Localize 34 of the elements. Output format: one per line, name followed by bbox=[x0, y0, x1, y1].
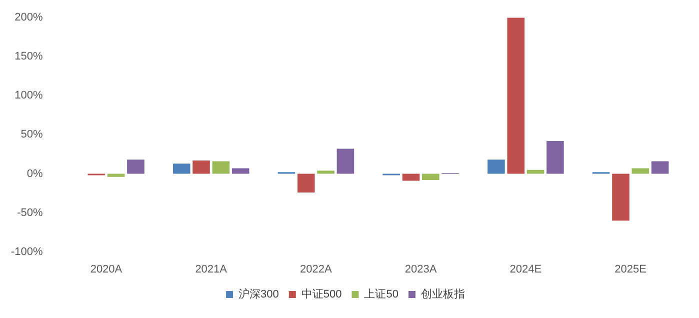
y-tick-label: 100% bbox=[14, 90, 44, 102]
bar bbox=[612, 174, 630, 221]
bar bbox=[632, 168, 650, 174]
bar bbox=[546, 140, 564, 174]
bar bbox=[297, 174, 315, 192]
legend-label: 创业板指 bbox=[420, 288, 465, 301]
y-tick-label: 150% bbox=[14, 50, 44, 63]
bar bbox=[336, 148, 354, 174]
bar bbox=[192, 160, 210, 174]
x-tick-label: 2025E bbox=[614, 263, 646, 276]
bar bbox=[651, 161, 669, 174]
y-tick-label: 200% bbox=[14, 12, 44, 24]
bar bbox=[402, 174, 420, 181]
bar bbox=[317, 170, 334, 174]
x-tick-label: 2020A bbox=[90, 263, 123, 276]
x-tick-label: 2023A bbox=[404, 263, 438, 276]
legend-label: 中证500 bbox=[301, 288, 342, 301]
y-tick-label: 50% bbox=[20, 128, 43, 141]
bar bbox=[488, 160, 505, 174]
x-tick-label: 2021A bbox=[195, 263, 228, 276]
bar bbox=[507, 18, 525, 174]
x-tick-label: 2022A bbox=[300, 263, 333, 276]
y-tick-label: 0% bbox=[26, 168, 44, 180]
legend-label: 上证50 bbox=[364, 288, 398, 301]
legend-label: 沪深300 bbox=[238, 288, 279, 301]
bar bbox=[422, 174, 440, 180]
bar bbox=[232, 168, 250, 174]
bar bbox=[107, 174, 125, 177]
bar bbox=[127, 160, 144, 174]
y-tick-label: -100% bbox=[11, 246, 44, 258]
x-tick-label: 2024E bbox=[510, 263, 542, 276]
y-tick-label: -50% bbox=[17, 206, 44, 219]
bar bbox=[172, 164, 190, 174]
bar bbox=[212, 161, 230, 174]
